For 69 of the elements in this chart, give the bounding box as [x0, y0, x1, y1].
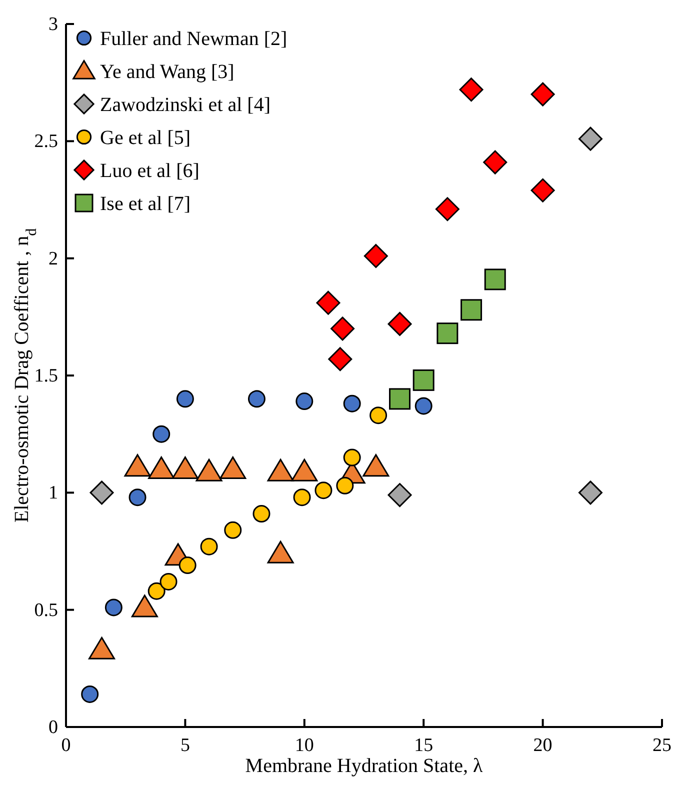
point: [388, 312, 412, 336]
point: [328, 347, 352, 372]
point: [248, 390, 266, 408]
x-tick-label: 20: [533, 735, 552, 756]
y-tick-label: 3: [48, 14, 58, 35]
point: [436, 322, 458, 344]
point: [291, 458, 318, 482]
y-tick-label: 0: [48, 717, 58, 738]
point: [370, 406, 388, 424]
legend-label: Ye and Wang [3]: [100, 61, 234, 83]
point: [160, 572, 178, 590]
y-tick-label: 0.5: [34, 600, 58, 621]
legend-label: Luo et al [6]: [100, 160, 200, 182]
point: [178, 556, 196, 574]
legend-label: Ise et al [7]: [100, 193, 191, 215]
x-tick-label: 25: [652, 735, 672, 756]
point: [81, 685, 99, 703]
point: [172, 456, 198, 479]
point: [530, 82, 555, 106]
point: [412, 369, 434, 391]
point: [267, 458, 294, 482]
point: [252, 505, 270, 523]
x-tick-label: 10: [294, 735, 314, 756]
legend-label: Ge et al [5]: [100, 127, 191, 149]
point: [388, 483, 412, 508]
y-tick-label: 1: [48, 482, 58, 504]
point: [196, 458, 222, 482]
point: [176, 390, 194, 408]
point: [314, 482, 332, 500]
x-tick-label: 15: [414, 735, 434, 756]
x-axis-title: Membrane Hydration State, λ: [245, 755, 484, 777]
y-tick-label: 2.5: [34, 131, 58, 152]
point: [389, 388, 411, 410]
y-tick-label: 2: [48, 248, 58, 270]
point: [484, 268, 506, 290]
point: [362, 454, 390, 477]
point: [483, 150, 508, 174]
point: [224, 521, 242, 539]
point: [124, 454, 151, 477]
point: [435, 197, 460, 222]
point: [330, 316, 355, 341]
point: [578, 480, 602, 505]
y-tick-label: 1.5: [34, 366, 58, 386]
point: [220, 456, 246, 479]
point: [88, 636, 116, 660]
point: [128, 488, 146, 506]
point: [343, 394, 361, 412]
point: [267, 540, 294, 564]
legend-label: Zawodzinski et al [4]: [100, 94, 270, 116]
point: [336, 476, 354, 494]
point: [578, 126, 602, 151]
point: [131, 594, 158, 618]
x-tick-label: 5: [180, 735, 190, 756]
point: [200, 538, 218, 556]
point: [293, 488, 311, 506]
point: [296, 392, 314, 410]
point: [364, 244, 388, 268]
point: [152, 425, 170, 443]
point: [316, 290, 340, 315]
point: [343, 448, 361, 466]
point: [148, 456, 175, 479]
point: [148, 582, 166, 600]
point: [460, 299, 482, 321]
point: [104, 598, 122, 616]
point: [414, 397, 432, 415]
legend-label: Fuller and Newman [2]: [100, 28, 288, 50]
point: [530, 178, 555, 202]
point: [90, 480, 114, 505]
point: [459, 78, 484, 102]
